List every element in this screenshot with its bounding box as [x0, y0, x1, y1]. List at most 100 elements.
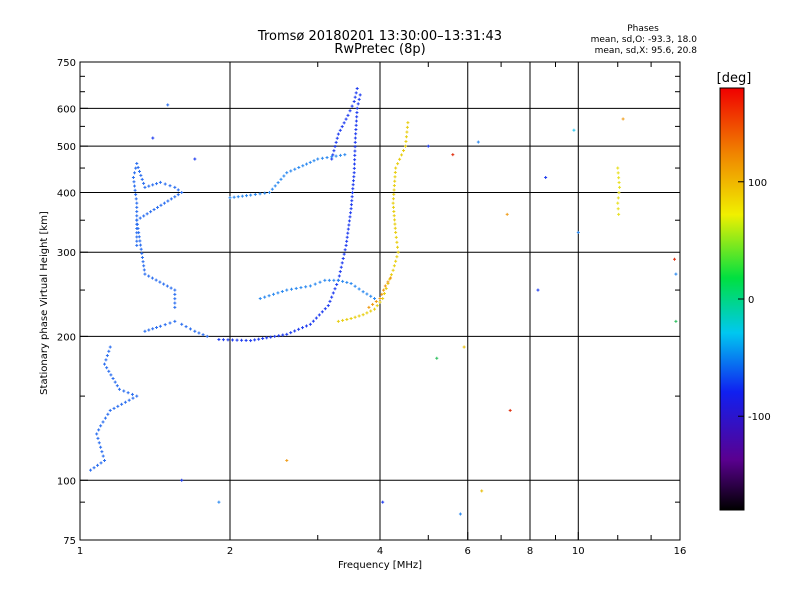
data-point: [152, 208, 156, 212]
data-point: [97, 428, 101, 432]
data-point: [226, 338, 230, 342]
x-tick-label: 6: [465, 546, 471, 557]
data-point: [126, 391, 130, 395]
data-point: [393, 218, 397, 222]
data-point: [335, 136, 339, 140]
data-point: [617, 191, 621, 195]
data-point: [393, 175, 397, 179]
data-point: [112, 406, 116, 410]
data-point: [134, 197, 138, 201]
noise-point: [674, 319, 678, 323]
data-point: [147, 328, 151, 332]
data-point: [351, 183, 355, 187]
data-point: [141, 260, 145, 264]
data-point: [352, 175, 356, 179]
data-point: [267, 294, 271, 298]
data-point: [134, 166, 138, 170]
colorbar: 100 0 -100: [719, 87, 771, 511]
data-point: [326, 304, 330, 308]
data-point: [173, 292, 177, 296]
data-point: [173, 301, 177, 305]
data-point: [240, 194, 244, 198]
noise-point: [217, 500, 221, 504]
data-point: [193, 329, 197, 333]
data-point: [354, 119, 358, 123]
data-point: [111, 377, 115, 381]
data-point: [316, 157, 320, 161]
data-point: [235, 338, 239, 342]
data-point: [113, 380, 117, 384]
data-point: [169, 286, 173, 290]
data-point: [346, 227, 350, 231]
data-point: [374, 299, 378, 303]
noise-point: [151, 136, 155, 140]
data-point: [361, 313, 365, 317]
data-point: [392, 210, 396, 214]
data-point: [331, 291, 335, 295]
data-point: [150, 276, 154, 280]
data-point: [616, 196, 620, 200]
data-point: [297, 165, 301, 169]
data-point: [330, 155, 334, 159]
data-point: [330, 295, 334, 299]
data-point: [105, 366, 109, 370]
x-tick-label: 16: [674, 546, 687, 557]
data-point: [352, 162, 356, 166]
data-point: [398, 157, 402, 161]
data-point: [120, 402, 124, 406]
data-point: [301, 164, 305, 168]
noise-point: [572, 128, 576, 132]
data-point: [340, 125, 344, 129]
data-point: [331, 153, 335, 157]
data-point: [355, 111, 359, 115]
data-point: [221, 338, 225, 342]
data-point: [92, 466, 96, 470]
data-point: [293, 167, 297, 171]
data-point: [289, 331, 293, 335]
data-point: [386, 280, 390, 284]
data-point: [137, 169, 141, 173]
data-point: [404, 139, 408, 143]
data-point: [173, 297, 177, 301]
data-point: [333, 287, 337, 291]
noise-point: [426, 144, 430, 148]
data-point: [99, 424, 103, 428]
noise-point: [193, 157, 197, 161]
y-tick-label: 400: [57, 188, 76, 199]
data-point: [352, 171, 356, 175]
data-point: [244, 338, 248, 342]
data-point: [345, 317, 349, 321]
data-point: [188, 327, 192, 331]
data-point: [352, 100, 356, 104]
data-point: [394, 235, 398, 239]
data-point: [353, 284, 357, 288]
data-point: [369, 309, 373, 313]
data-point: [258, 297, 262, 301]
y-tick-label: 300: [57, 248, 76, 259]
data-point: [173, 288, 177, 292]
data-point: [402, 149, 406, 153]
data-point: [108, 408, 112, 412]
data-point: [382, 292, 386, 296]
data-point: [173, 185, 177, 189]
noise-point: [166, 103, 170, 107]
data-point: [347, 223, 351, 227]
data-point: [201, 333, 205, 337]
data-point: [127, 398, 131, 402]
data-point: [311, 319, 315, 323]
data-point: [393, 226, 397, 230]
data-point: [393, 170, 397, 174]
data-point: [143, 329, 147, 333]
data-point: [158, 180, 162, 184]
data-point: [168, 321, 172, 325]
data-point: [230, 338, 234, 342]
data-point: [382, 288, 386, 292]
data-point: [617, 181, 621, 185]
data-point: [352, 166, 356, 170]
data-point: [263, 191, 267, 195]
data-point: [347, 219, 351, 223]
data-point: [396, 162, 400, 166]
data-point: [394, 259, 398, 263]
data-point: [365, 292, 369, 296]
x-tick-label: 1: [77, 546, 83, 557]
